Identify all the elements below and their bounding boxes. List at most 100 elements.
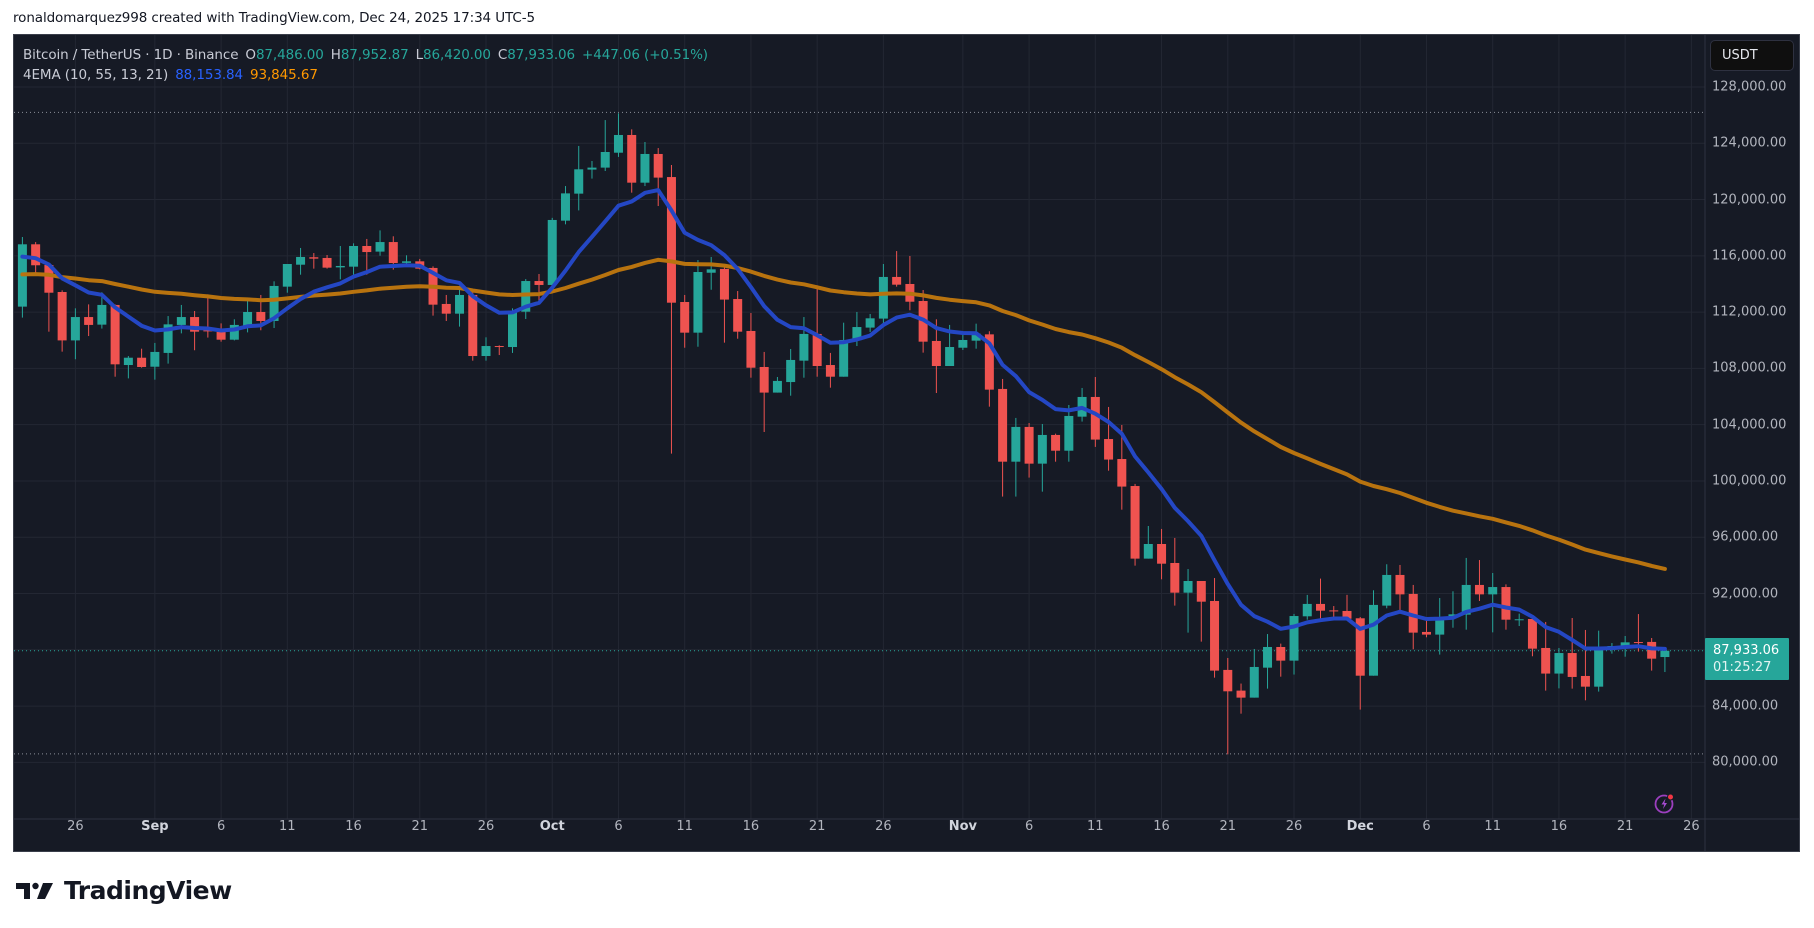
chart-pane[interactable]: Bitcoin / TetherUS · 1D · Binance O 87,48… (13, 34, 1800, 852)
candle (335, 245, 345, 280)
candle (1660, 650, 1670, 673)
candle (349, 243, 359, 275)
time-axis-label: 16 (345, 819, 362, 834)
candle (1011, 417, 1021, 497)
high-label: H (330, 47, 341, 63)
low-value: 86,420.00 (423, 47, 491, 63)
bar-countdown: 01:25:27 (1713, 660, 1772, 675)
legend-indicator-row: 4EMA (10, 55, 13, 21) 88,153.84 93,845.6… (23, 65, 715, 85)
high-value: 87,952.87 (340, 47, 409, 63)
candle (216, 323, 226, 342)
candle (1157, 528, 1167, 580)
candle (57, 290, 67, 352)
time-axis-label: 16 (1153, 819, 1170, 834)
candle (1249, 648, 1259, 698)
candle (1514, 613, 1524, 627)
close-value: 87,933.06 (507, 47, 575, 63)
candle (1474, 560, 1484, 601)
time-axis-label: 21 (1219, 819, 1237, 834)
time-axis-label: 6 (614, 819, 623, 834)
candle (534, 273, 544, 304)
candle (931, 319, 941, 394)
time-axis-label: Dec (1346, 819, 1374, 834)
candle (402, 255, 412, 265)
price-axis-label: 108,000.00 (1712, 360, 1787, 376)
candle (1567, 618, 1577, 689)
candle (1210, 578, 1220, 678)
candle (1024, 422, 1034, 478)
candle (455, 286, 465, 327)
low-label: L (415, 47, 424, 63)
candle (786, 348, 796, 396)
price-axis-label: 104,000.00 (1712, 417, 1787, 433)
time-axis-label: 26 (1683, 819, 1700, 834)
candle (481, 337, 491, 361)
candle (1104, 406, 1114, 471)
candle (84, 304, 94, 337)
candle (17, 236, 27, 318)
candle (362, 238, 372, 275)
candle (494, 345, 504, 356)
candle (1342, 594, 1352, 619)
candlestick-chart[interactable] (14, 35, 1800, 852)
candle (150, 342, 160, 380)
candle (97, 292, 107, 329)
time-axis-label: 21 (411, 819, 429, 834)
candle (1448, 591, 1458, 628)
candle (1236, 683, 1246, 714)
lightning-icon[interactable] (1654, 792, 1676, 814)
candle (1461, 557, 1471, 630)
candle (1541, 621, 1551, 691)
candle (1435, 598, 1445, 655)
candle (190, 310, 200, 351)
time-axis-label: 11 (1087, 819, 1104, 834)
close-label: C (497, 47, 508, 63)
time-axis-label: 6 (216, 819, 226, 834)
candle (1382, 564, 1392, 609)
candle (839, 322, 849, 377)
time-axis-label: Sep (141, 819, 169, 834)
time-axis-label: 16 (742, 819, 760, 834)
candle (375, 230, 385, 256)
symbol-title[interactable]: Bitcoin / TetherUS · 1D · Binance (23, 47, 239, 63)
price-axis-label: 112,000.00 (1712, 304, 1787, 320)
candle (759, 351, 769, 432)
grid-lines (14, 35, 1705, 819)
candle (1289, 613, 1299, 675)
candle (998, 378, 1008, 497)
price-axis-label: 116,000.00 (1712, 248, 1787, 264)
time-axis-label: Oct (539, 819, 565, 834)
candle (1302, 594, 1312, 620)
ema-fast-value: 88,153.84 (175, 67, 243, 83)
candle (680, 294, 690, 348)
time-axis-label: 11 (279, 819, 296, 834)
candle (1395, 564, 1405, 612)
time-axis-label: 21 (808, 819, 826, 834)
candle (1170, 537, 1180, 606)
open-value: 87,486.00 (255, 47, 324, 63)
candle (1130, 483, 1140, 566)
ema-slow-value: 93,845.67 (250, 67, 318, 83)
last-price-value: 87,933.06 (1713, 643, 1780, 658)
candle (1196, 580, 1206, 642)
candle (653, 148, 663, 207)
currency-button[interactable]: USDT (1710, 40, 1794, 71)
candle (560, 186, 570, 225)
candle (163, 316, 173, 364)
candle (1316, 578, 1326, 620)
candle (547, 217, 557, 289)
time-axis-label: 26 (1285, 819, 1303, 834)
candle (468, 291, 478, 361)
candle (865, 313, 875, 332)
candle (309, 253, 319, 269)
candle (1037, 423, 1047, 492)
indicator-title[interactable]: 4EMA (10, 55, 13, 21) (23, 67, 169, 83)
time-axis-label: 6 (1024, 819, 1034, 834)
candle (958, 332, 968, 350)
open-label: O (245, 47, 256, 63)
candle (1355, 617, 1365, 710)
candle (1276, 643, 1286, 677)
tradingview-logo-text: TradingView (64, 876, 232, 905)
time-axis-label: Nov (948, 819, 978, 834)
ema-55-line (20, 257, 1667, 571)
